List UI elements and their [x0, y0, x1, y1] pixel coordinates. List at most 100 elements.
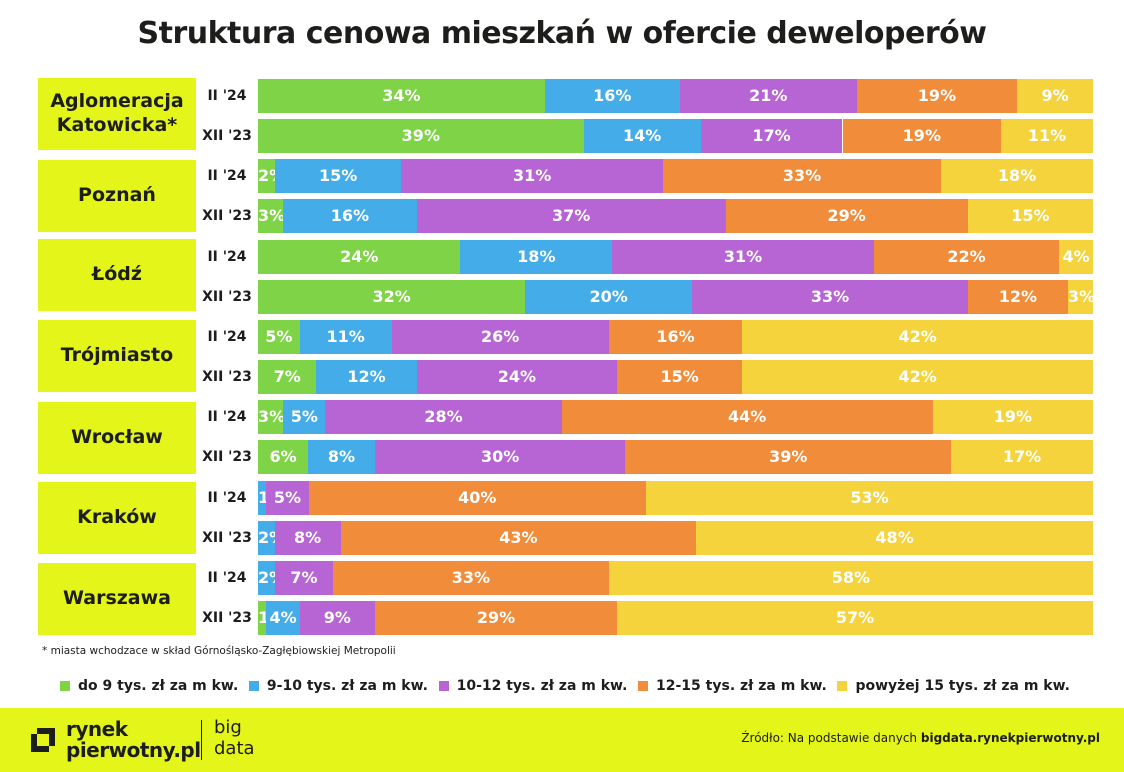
- bar-segment: 1%: [258, 601, 285, 635]
- bar-segment: 16%: [283, 199, 417, 233]
- bar-segment: 44%: [561, 400, 933, 434]
- bar-row: 24% 18% 31% 22% 4%: [258, 240, 1093, 274]
- bar-segment: 4%: [266, 601, 300, 635]
- city-label: Kraków: [38, 482, 196, 554]
- bar-segment: 40%: [308, 481, 646, 515]
- bar-segment: 29%: [725, 199, 968, 233]
- bar-segment: 3%: [258, 400, 285, 434]
- bar-segment: 5%: [266, 481, 309, 515]
- bar-segment: 15%: [617, 360, 743, 394]
- legend: do 9 tys. zł za m kw. 9-10 tys. zł za m k…: [60, 676, 1070, 696]
- bar-segment: 26%: [391, 320, 609, 354]
- bar-segment: 33%: [692, 280, 968, 314]
- footnote: * miasta wchodzace w skład Górnośląsko-Z…: [42, 645, 396, 657]
- legend-label: 10-12 tys. zł za m kw.: [456, 678, 628, 694]
- bar-segment: 11%: [299, 320, 392, 354]
- bar-segment: 3%: [1067, 280, 1095, 314]
- period-label: XII '23: [202, 128, 252, 144]
- period-label: II '24: [207, 329, 247, 345]
- bar-segment: 42%: [742, 360, 1093, 394]
- bar-segment: 19%: [842, 119, 1002, 153]
- bar-segment: 39%: [258, 119, 584, 153]
- bar-row: 5% 11% 26% 16% 42%: [258, 320, 1093, 354]
- legend-item: 12-15 tys. zł za m kw.: [638, 678, 827, 694]
- legend-swatch: [248, 681, 259, 691]
- bar-segment: 16%: [608, 320, 743, 354]
- bar-segment: 42%: [742, 320, 1093, 354]
- bar-row: 3% 5% 28% 44% 19%: [258, 400, 1093, 434]
- bar-segment: 3%: [258, 199, 285, 233]
- bar-row: 2% 15% 31% 33% 18%: [258, 159, 1093, 193]
- period-label: II '24: [207, 168, 247, 184]
- bar-segment: 53%: [645, 481, 1093, 515]
- bar-row: 39% 14% 17% 19% 11%: [258, 119, 1093, 153]
- period-label: XII '23: [202, 449, 252, 465]
- bar-segment: 48%: [696, 521, 1093, 555]
- legend-swatch: [837, 681, 848, 691]
- legend-label: do 9 tys. zł za m kw.: [78, 678, 239, 694]
- city-label: Warszawa: [38, 563, 196, 635]
- bar-segment: 2%: [258, 521, 285, 555]
- bar-row: 2% 7% 33% 58%: [258, 561, 1093, 595]
- bar-row: 32% 20% 33% 12% 3%: [258, 280, 1095, 314]
- bar-segment: 19%: [856, 79, 1018, 113]
- bar-row: 34% 16% 21% 19% 9%: [258, 79, 1093, 113]
- bar-row: 2% 8% 43% 48%: [258, 521, 1093, 555]
- logo-text-big: big: [214, 717, 242, 738]
- logo-mark-icon: [31, 728, 55, 752]
- bar-segment: 24%: [258, 240, 461, 274]
- bar-segment: 11%: [1001, 119, 1093, 153]
- period-label: XII '23: [202, 610, 252, 626]
- legend-item: do 9 tys. zł za m kw.: [60, 678, 238, 694]
- bar-row: 7% 12% 24% 15% 42%: [258, 360, 1093, 394]
- bar-segment: 8%: [274, 521, 341, 555]
- bar-segment: 9%: [299, 601, 375, 635]
- bar-segment: 16%: [544, 79, 680, 113]
- logo-text-pierwotny: pierwotny.pl: [66, 738, 201, 762]
- bar-segment: 17%: [700, 119, 843, 153]
- bar-segment: 2%: [258, 159, 285, 193]
- bar-row: 6% 8% 30% 39% 17%: [258, 440, 1093, 474]
- bar-segment: 30%: [374, 440, 626, 474]
- bar-segment: 1%: [258, 481, 285, 515]
- logo-text-rynek: rynek: [66, 717, 128, 741]
- legend-item: 9-10 tys. zł za m kw.: [248, 678, 428, 694]
- bar-segment: 18%: [460, 240, 613, 274]
- bar-segment: 5%: [258, 320, 300, 354]
- bar-segment: 9%: [1017, 79, 1093, 113]
- bar-segment: 20%: [525, 280, 693, 314]
- legend-item: powyżej 15 tys. zł za m kw.: [837, 678, 1070, 694]
- logo-divider: [201, 720, 202, 760]
- period-label: II '24: [207, 249, 247, 265]
- bar-segment: 2%: [258, 561, 285, 595]
- city-label: Łódź: [38, 239, 196, 311]
- bar-segment: 8%: [308, 440, 375, 474]
- bar-segment: 31%: [401, 159, 663, 193]
- bar-segment: 12%: [967, 280, 1068, 314]
- bar-segment: 19%: [932, 400, 1093, 434]
- chart-title: Struktura cenowa mieszkań w ofercie dewe…: [137, 16, 987, 51]
- bar-row: 1%4%9%29%57%: [258, 601, 1093, 635]
- footer-bar: rynek pierwotny.pl big data Źródło: Na p…: [0, 708, 1124, 772]
- bar-segment: 37%: [416, 199, 726, 233]
- period-label: II '24: [207, 88, 247, 104]
- bar-segment: 34%: [258, 79, 545, 113]
- bar-segment: 43%: [340, 521, 697, 555]
- legend-label: powyżej 15 tys. zł za m kw.: [855, 678, 1070, 694]
- bar-segment: 24%: [416, 360, 618, 394]
- legend-label: 9-10 tys. zł za m kw.: [266, 678, 428, 694]
- bar-segment: 33%: [662, 159, 942, 193]
- bar-segment: 58%: [608, 561, 1093, 595]
- bar-segment: 14%: [583, 119, 701, 153]
- period-label: XII '23: [202, 289, 252, 305]
- bar-row: 3% 16% 37% 29% 15%: [258, 199, 1093, 233]
- bar-segment: 6%: [258, 440, 309, 474]
- source-prefix: Źródło: Na podstawie danych: [741, 731, 918, 745]
- period-label: XII '23: [202, 530, 252, 546]
- source-note: Źródło: Na podstawie danych bigdata.ryne…: [741, 731, 1100, 745]
- bar-segment: 15%: [967, 199, 1093, 233]
- bar-segment: 57%: [617, 601, 1093, 635]
- legend-swatch: [638, 681, 649, 691]
- bar-segment: 7%: [274, 561, 334, 595]
- legend-item: 10-12 tys. zł za m kw.: [438, 678, 628, 694]
